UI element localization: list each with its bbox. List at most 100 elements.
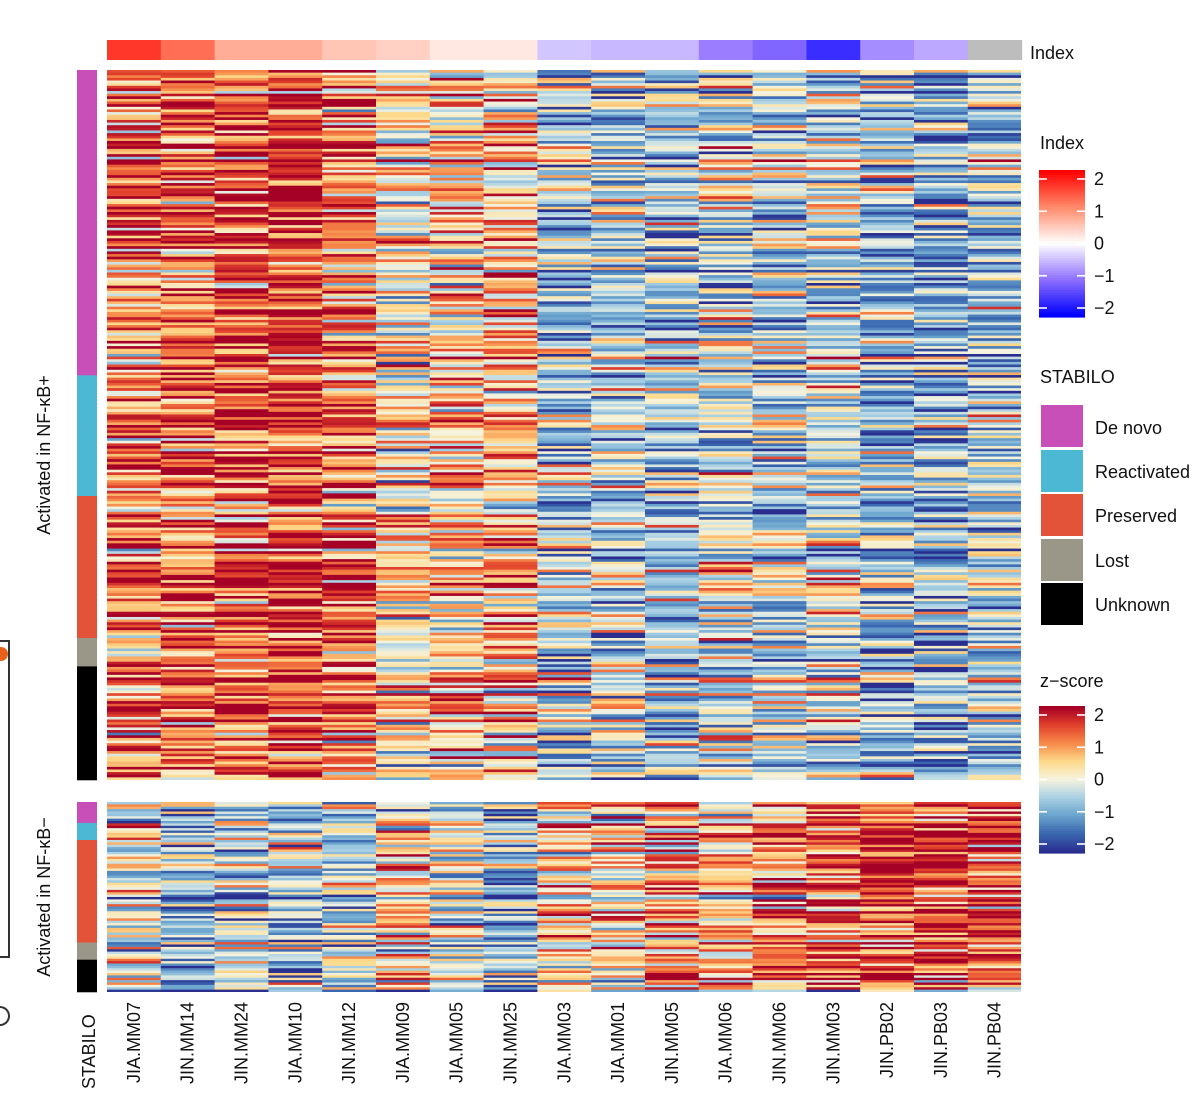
- heatmap-cell: [429, 143, 485, 147]
- heatmap-cell: [376, 183, 431, 187]
- heatmap-cell: [268, 443, 323, 447]
- heatmap-cell: [107, 880, 162, 884]
- heatmap-cell: [698, 643, 754, 647]
- heatmap-cell: [376, 501, 431, 505]
- heatmap-cell: [483, 162, 538, 166]
- heatmap-cell: [107, 935, 162, 938]
- heatmap-cell: [806, 459, 861, 463]
- heatmap-cell: [698, 304, 754, 308]
- heatmap-column-jia-mm10: [268, 802, 323, 992]
- heatmap-cell: [214, 361, 269, 366]
- heatmap-cell: [752, 577, 807, 581]
- heatmap-cell: [107, 553, 162, 557]
- heatmap-cell: [645, 77, 700, 82]
- heatmap-cell: [376, 469, 431, 473]
- heatmap-cell: [214, 944, 269, 948]
- heatmap-cell: [645, 588, 700, 592]
- heatmap-cell: [914, 582, 969, 586]
- heatmap-cell: [214, 977, 269, 981]
- heatmap-cell: [107, 868, 162, 872]
- heatmap-cell: [322, 272, 377, 276]
- heatmap-cell: [967, 243, 1021, 247]
- heatmap-cell: [483, 732, 538, 736]
- heatmap-cell: [268, 559, 323, 563]
- heatmap-cell: [645, 209, 700, 213]
- heatmap-cell: [429, 735, 485, 739]
- heatmap-cell: [429, 490, 485, 494]
- heatmap-cell: [483, 701, 538, 705]
- heatmap-cell: [752, 572, 807, 576]
- heatmap-cell: [160, 577, 216, 581]
- heatmap-cell: [806, 417, 861, 421]
- heatmap-cell: [107, 963, 162, 967]
- heatmap-cell: [483, 453, 538, 458]
- heatmap-cell: [322, 369, 377, 373]
- heatmap-cell: [268, 125, 323, 129]
- heatmap-cell: [483, 167, 538, 171]
- heatmap-cell: [698, 706, 754, 710]
- heatmap-cell: [214, 119, 269, 124]
- heatmap-cell: [967, 146, 1021, 150]
- heatmap-cell: [322, 204, 377, 208]
- heatmap-column-jin-pb03: [914, 70, 969, 780]
- heatmap-cell: [429, 70, 485, 74]
- heatmap-cell: [429, 332, 485, 337]
- heatmap-cell: [107, 314, 162, 318]
- heatmap-cell: [376, 451, 431, 455]
- heatmap-cell: [967, 422, 1021, 426]
- heatmap-cell: [698, 322, 754, 326]
- heatmap-cell: [967, 230, 1021, 234]
- heatmap-cell: [429, 72, 485, 76]
- heatmap-cell: [752, 564, 807, 568]
- heatmap-cell: [914, 522, 969, 526]
- heatmap-cell: [914, 453, 969, 458]
- heatmap-cell: [214, 198, 269, 202]
- heatmap-cell: [591, 685, 646, 689]
- heatmap-cell: [160, 916, 216, 919]
- heatmap-cell: [645, 235, 700, 239]
- heatmap-cell: [752, 151, 807, 155]
- heatmap-cell: [376, 488, 431, 492]
- heatmap-cell: [645, 514, 700, 518]
- heatmap-cell: [160, 75, 216, 79]
- heatmap-cell: [698, 293, 754, 297]
- heatmap-cell: [806, 609, 861, 613]
- heatmap-cell: [107, 185, 162, 189]
- heatmap-cell: [107, 640, 162, 644]
- heatmap-cell: [322, 322, 377, 326]
- heatmap-cell: [268, 963, 323, 967]
- heatmap-cell: [914, 230, 969, 234]
- heatmap-cell: [591, 219, 646, 224]
- heatmap-cell: [322, 509, 377, 513]
- heatmap-cell: [860, 367, 915, 371]
- heatmap-cell: [268, 927, 323, 931]
- heatmap-cell: [376, 119, 431, 124]
- heatmap-cell: [322, 564, 377, 568]
- heatmap-cell: [698, 632, 754, 636]
- heatmap-cell: [322, 317, 377, 321]
- heatmap-cell: [160, 522, 216, 526]
- heatmap-cell: [591, 188, 646, 192]
- heatmap-cell: [698, 680, 754, 684]
- heatmap-cell: [860, 141, 915, 145]
- heatmap-cell: [483, 354, 538, 358]
- heatmap-cell: [645, 375, 700, 379]
- heatmap-cell: [429, 588, 485, 592]
- heatmap-cell: [214, 868, 269, 872]
- heatmap-cell: [914, 138, 969, 142]
- heatmap-cell: [214, 958, 269, 962]
- heatmap-cell: [537, 737, 592, 742]
- heatmap-cell: [645, 151, 700, 155]
- heatmap-cell: [537, 346, 592, 350]
- heatmap-cell: [214, 908, 269, 912]
- heatmap-cell: [914, 330, 969, 334]
- heatmap-cell: [268, 830, 323, 834]
- heatmap-cell: [752, 530, 807, 534]
- heatmap-cell: [376, 464, 431, 468]
- heatmap-cell: [914, 388, 969, 392]
- heatmap-cell: [376, 343, 431, 347]
- heatmap-cell: [483, 109, 538, 113]
- heatmap-cell: [429, 498, 485, 502]
- heatmap-cell: [698, 288, 754, 292]
- heatmap-cell: [860, 548, 915, 552]
